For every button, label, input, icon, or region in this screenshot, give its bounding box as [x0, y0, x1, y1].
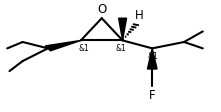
Polygon shape	[45, 40, 81, 51]
Polygon shape	[147, 48, 157, 69]
Text: &1: &1	[148, 52, 159, 61]
Text: O: O	[97, 3, 106, 16]
Text: F: F	[149, 89, 156, 102]
Polygon shape	[119, 18, 127, 40]
Text: &1: &1	[79, 44, 90, 53]
Text: H: H	[135, 9, 144, 22]
Text: &1: &1	[115, 44, 126, 53]
